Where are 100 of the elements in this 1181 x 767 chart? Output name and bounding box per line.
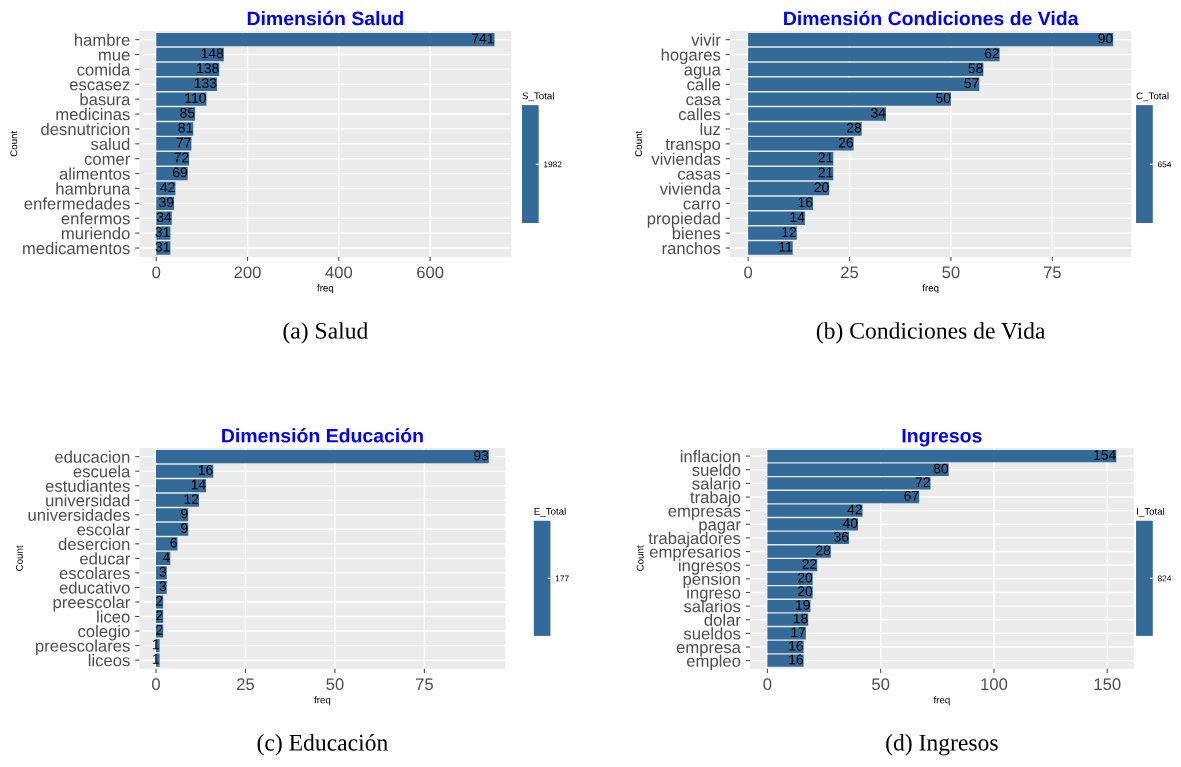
- data-label: 57: [964, 78, 979, 88]
- data-label: 12: [184, 494, 199, 504]
- bar: [767, 654, 804, 667]
- y-tick-label: sueldo: [692, 463, 741, 476]
- x-tick-label: 75: [1043, 266, 1061, 279]
- x-tick-label: 25: [237, 678, 255, 691]
- x-tick-label: 0: [152, 266, 161, 279]
- y-tick-label: salario: [692, 477, 741, 490]
- bar: [748, 196, 814, 211]
- y-tick-label: enfermedades: [24, 197, 130, 210]
- y-tick-label: inflacion: [680, 450, 740, 463]
- legend-title: C_Total: [1136, 92, 1169, 102]
- data-label: 20: [797, 572, 813, 583]
- y-tick-label: colegio: [78, 625, 130, 641]
- x-tick-label: 50: [326, 678, 344, 691]
- data-label: 6: [170, 537, 177, 548]
- data-label: 28: [846, 122, 862, 133]
- y-tick-label: desnutricion: [41, 122, 130, 136]
- y-tick-label: salud: [90, 137, 130, 151]
- y-tick-label: hambruna: [56, 182, 131, 195]
- text: 1982: [544, 161, 562, 168]
- y-tick-label: universidad: [46, 494, 130, 507]
- x-tick-label: 400: [325, 266, 353, 279]
- y-tick-label: comer: [84, 155, 131, 165]
- y-tick-label: trabajo: [690, 490, 741, 507]
- data-label: 34: [871, 107, 886, 118]
- data-label: 9: [181, 508, 188, 519]
- data-label: 85: [180, 107, 195, 118]
- data-label: 3: [159, 566, 167, 577]
- x-axis-title: freq: [317, 284, 334, 294]
- x-axis-title: freq: [314, 696, 331, 706]
- data-label: 21: [818, 167, 833, 178]
- data-label: 77: [176, 137, 191, 148]
- y-tick-label: desercion: [58, 537, 130, 551]
- text: (c) Educación: [257, 734, 388, 756]
- y-tick-label: universidades: [28, 508, 130, 521]
- y-tick-label: pagar: [699, 521, 741, 534]
- data-label: 40: [842, 518, 858, 529]
- chart-title: Dimensión Condiciones de Vida: [784, 10, 1079, 26]
- text: (a) Salud: [283, 322, 369, 344]
- x-tick-label: 150: [1094, 678, 1121, 691]
- data-label: 26: [838, 137, 853, 148]
- data-label: 42: [847, 504, 862, 515]
- bar: [748, 62, 984, 77]
- text: (d) Ingresos: [886, 734, 998, 756]
- text: 177: [555, 575, 569, 582]
- y-tick-label: escolar: [77, 523, 131, 536]
- y-tick-label: educar: [80, 552, 131, 565]
- x-tick-label: 200: [234, 266, 261, 279]
- data-label: 34: [156, 212, 172, 222]
- y-tick-label: muriendo: [61, 227, 130, 240]
- x-tick-label: 0: [763, 678, 772, 691]
- data-label: 2: [156, 624, 163, 635]
- legend-title: E_Total: [534, 507, 566, 517]
- y-axis-title: Count: [636, 545, 644, 571]
- y-tick-label: preescolar: [53, 595, 131, 612]
- y-tick-label: medicinas: [56, 108, 130, 121]
- x-tick-label: 600: [417, 266, 444, 279]
- data-label: 17: [791, 627, 806, 637]
- bar: [748, 166, 834, 181]
- data-label: 16: [789, 640, 804, 651]
- y-tick-label: transpo: [665, 139, 721, 154]
- data-label: 80: [933, 463, 949, 474]
- data-label: 50: [936, 93, 951, 103]
- y-tick-label: bienes: [672, 227, 721, 240]
- x-axis-title: freq: [933, 696, 950, 706]
- data-label: 14: [191, 479, 206, 490]
- y-tick-label: enfermos: [61, 212, 130, 225]
- y-tick-label: sueldos: [683, 627, 741, 640]
- y-tick-label: escuela: [73, 465, 131, 478]
- x-tick-label: 25: [841, 266, 859, 279]
- y-tick-label: alimentos: [59, 167, 130, 180]
- y-tick-label: hambre: [74, 33, 130, 46]
- y-tick-label: vivir: [691, 33, 721, 46]
- y-tick-label: estudiantes: [45, 479, 130, 492]
- data-label: 28: [816, 545, 831, 556]
- chart-title: Dimensión Educación: [222, 428, 423, 443]
- y-tick-label: luz: [700, 122, 720, 136]
- bar: [748, 32, 1114, 47]
- y-tick-label: vivienda: [659, 182, 721, 195]
- data-label: 741: [472, 33, 494, 44]
- data-label: 72: [174, 152, 189, 163]
- data-label: 20: [797, 586, 813, 597]
- text: 824: [1157, 575, 1172, 582]
- data-label: 19: [796, 599, 810, 610]
- data-label: 4: [162, 552, 170, 562]
- data-label: 69: [173, 167, 188, 178]
- data-label: 22: [802, 559, 817, 569]
- data-label: 2: [156, 595, 163, 606]
- y-tick-label: preescolares: [35, 639, 130, 656]
- y-tick-label: hogares: [661, 48, 721, 64]
- data-label: 81: [178, 122, 193, 133]
- bar: [156, 47, 224, 62]
- data-label: 11: [779, 242, 793, 252]
- y-tick-label: carro: [683, 200, 721, 210]
- data-label: 36: [834, 531, 849, 542]
- y-tick-label: viviendas: [651, 152, 721, 165]
- y-axis-title: Count: [10, 130, 18, 157]
- y-tick-label: escasez: [69, 81, 130, 91]
- bar: [767, 449, 1117, 463]
